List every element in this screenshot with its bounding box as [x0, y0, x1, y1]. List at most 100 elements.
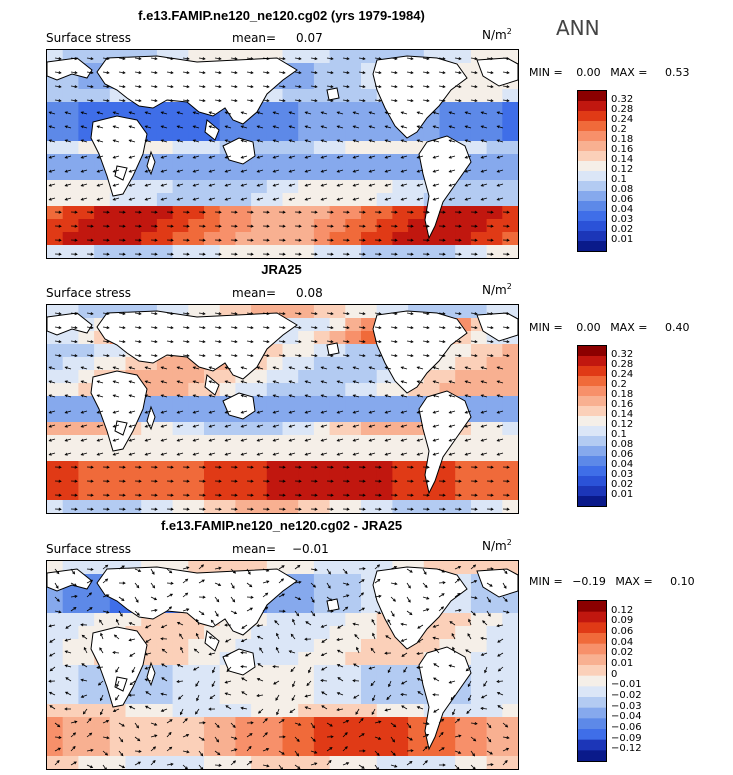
field-cell	[266, 743, 284, 757]
field-cell	[188, 435, 205, 449]
field-cell	[408, 730, 425, 744]
field-cell	[470, 128, 488, 142]
wind-vector-arrow	[352, 410, 360, 414]
field-cell	[251, 154, 268, 168]
wind-vector-arrow	[160, 111, 168, 115]
field-cell	[204, 691, 221, 705]
wind-vector-arrow	[246, 57, 254, 61]
wind-vector-arrow	[134, 354, 142, 358]
field-cell	[470, 717, 488, 731]
field-cell	[78, 344, 95, 358]
field-cell	[376, 115, 393, 129]
field-cell	[47, 141, 64, 155]
wind-vector-arrow	[288, 366, 296, 370]
wind-vector-arrow	[80, 197, 88, 201]
wind-vector-arrow	[48, 125, 56, 129]
field-cell	[408, 193, 425, 207]
wind-vector-arrow	[240, 452, 248, 456]
wind-vector-arrow	[70, 479, 78, 483]
wind-vector-arrow	[422, 85, 430, 89]
wind-vector-arrow	[86, 224, 94, 228]
wind-vector-arrow	[342, 71, 350, 75]
wind-vector-arrow	[480, 706, 488, 711]
field-cell	[156, 383, 174, 397]
wind-vector-arrow	[480, 438, 488, 442]
wind-vector-arrow	[384, 452, 392, 456]
wind-vector-arrow	[454, 71, 462, 75]
wind-vector-arrow	[438, 747, 445, 752]
wind-vector-arrow	[480, 424, 488, 428]
wind-vector-arrow	[448, 125, 456, 129]
wind-vector-arrow	[257, 663, 264, 668]
field-cell	[235, 717, 252, 731]
wind-vector-arrow	[337, 677, 344, 682]
wind-vector-arrow	[96, 139, 104, 143]
wind-vector-arrow	[262, 252, 270, 256]
field-cell	[235, 435, 252, 449]
wind-vector-arrow	[112, 424, 120, 428]
wind-vector-arrow	[54, 85, 62, 89]
field-cell	[156, 167, 174, 181]
wind-vector-arrow	[70, 57, 78, 61]
wind-vector-arrow	[320, 183, 328, 187]
panel-title: f.e13.FAMIP.ne120_ne120.cg02 (yrs 1979-1…	[138, 8, 425, 23]
wind-vector-arrow	[290, 666, 296, 673]
field-cell	[313, 474, 331, 488]
field-cell	[502, 383, 518, 397]
field-cell	[62, 474, 79, 488]
wind-vector-arrow	[390, 57, 398, 61]
colorbar-tick-label: 0.18	[611, 389, 634, 400]
field-cell	[408, 245, 425, 258]
field-cell	[298, 63, 315, 77]
field-cell	[439, 756, 456, 769]
wind-vector-arrow	[80, 694, 88, 698]
field-cell	[329, 76, 346, 90]
field-cell	[188, 206, 205, 220]
wind-vector-arrow	[310, 750, 318, 754]
field-cell	[266, 626, 284, 640]
field-cell	[392, 141, 409, 155]
field-cell	[266, 678, 284, 692]
wind-vector-arrow	[502, 85, 510, 89]
wind-vector-arrow	[102, 340, 110, 344]
field-cell	[47, 115, 64, 129]
wind-vector-arrow	[374, 465, 382, 469]
wind-vector-arrow	[176, 139, 184, 143]
field-cell	[439, 613, 456, 627]
wind-vector-arrow	[118, 252, 126, 256]
field-cell	[502, 461, 518, 475]
wind-vector-arrow	[422, 252, 430, 256]
wind-vector-arrow	[320, 111, 328, 115]
field-cell	[94, 487, 111, 501]
wind-vector-arrow	[451, 632, 456, 640]
wind-vector-arrow	[273, 680, 280, 685]
wind-vector-arrow	[374, 564, 381, 570]
field-cell	[141, 756, 158, 769]
wind-vector-arrow	[502, 224, 510, 228]
field-cell	[408, 180, 425, 194]
wind-vector-arrow	[288, 169, 296, 173]
field-cell	[486, 730, 503, 744]
wind-vector-arrow	[502, 582, 507, 589]
field-cell	[361, 206, 378, 220]
wind-vector-arrow	[432, 438, 440, 442]
field-cell	[62, 128, 79, 142]
wind-vector-arrow	[305, 621, 312, 626]
field-cell	[156, 115, 174, 129]
wind-vector-arrow	[278, 326, 286, 330]
field-cell	[486, 487, 503, 501]
wind-vector-arrow	[432, 424, 440, 428]
wind-vector-arrow	[448, 452, 456, 456]
wind-vector-arrow	[272, 424, 280, 428]
field-cell	[47, 357, 64, 371]
wind-vector-arrow	[182, 734, 190, 738]
wind-vector-arrow	[208, 452, 216, 456]
wind-vector-arrow	[371, 708, 376, 716]
field-cell	[455, 128, 472, 142]
field-cell	[266, 357, 284, 371]
field-cell	[298, 730, 315, 744]
wind-vector-arrow	[406, 465, 414, 469]
wind-vector-arrow	[448, 169, 456, 173]
wind-vector-arrow	[150, 568, 155, 575]
field-cell	[188, 245, 205, 258]
